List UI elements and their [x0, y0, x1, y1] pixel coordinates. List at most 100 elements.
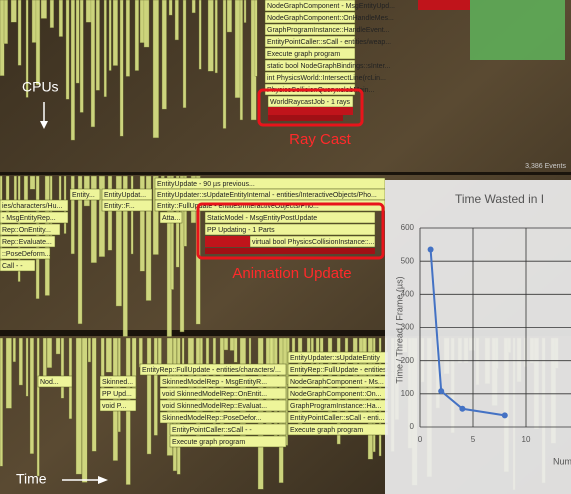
inset-chart: Time Wasted in I01002003004005006000510T…: [385, 180, 571, 494]
flame-column: [13, 338, 16, 362]
flame-column: [224, 338, 228, 350]
flame-block: [418, 0, 470, 10]
frame-label: PP Upd...: [102, 391, 132, 398]
flame-column: [183, 0, 186, 108]
x-axis-label: Num: [553, 456, 571, 466]
flame-column: [56, 338, 60, 354]
callout-label: Animation Update: [232, 265, 351, 282]
screenshot: NodeGraphComponent - MsgEntityUpd...Node…: [0, 0, 571, 494]
frame-label: Atta...: [162, 215, 180, 222]
frame-label: EntityUpdat...: [104, 192, 146, 199]
flame-column: [80, 0, 83, 112]
frame-label: EntityRep::FullUpdate - entities/charact…: [142, 367, 281, 374]
flame-column: [59, 0, 63, 37]
flame-column: [66, 0, 69, 99]
flame-column: [234, 338, 237, 362]
flame-column: [162, 0, 167, 109]
flame-column: [36, 0, 40, 85]
flame-column: [82, 338, 87, 482]
flame-column: [227, 0, 232, 32]
flame-column: [76, 338, 82, 474]
flame-column: [71, 176, 75, 254]
flame-column: [0, 0, 4, 76]
frame-label: void SkinnedModelRep::Evaluat...: [162, 403, 267, 410]
flame-column: [0, 338, 3, 466]
frame-label: NodeGraphComponent::OnHandleMes...: [267, 15, 394, 22]
frame-label: NodeGraphComponent::On...: [290, 391, 381, 398]
flame-column: [11, 0, 17, 22]
frame-label: WorldRaycastJob - 1 rays: [270, 99, 351, 106]
x-tick-label: 5: [471, 435, 476, 444]
callout-label: Ray Cast: [289, 131, 352, 148]
flame-column: [175, 0, 179, 40]
flame-column: [30, 176, 35, 189]
flame-column: [135, 0, 139, 71]
flame-block: [205, 236, 250, 247]
flame-column: [71, 0, 75, 140]
flame-column: [88, 338, 91, 362]
flame-column: [4, 0, 8, 44]
flame-block: [268, 115, 343, 121]
flame-column: [113, 338, 118, 461]
flame-column: [30, 338, 34, 454]
frame-label: StaticModel - MsgEntityPostUpdate: [207, 215, 317, 222]
frame-label: GraphProgramInstance::HandleEvent...: [267, 27, 390, 34]
flame-column: [43, 338, 47, 381]
frame-label: ies/characters/Hu...: [2, 203, 62, 210]
flame-column: [147, 338, 151, 454]
flame-column: [215, 0, 218, 73]
panel-divider: [0, 172, 571, 175]
flame-column: [50, 0, 54, 28]
frame-label: void P...: [102, 403, 126, 410]
flame-column: [109, 0, 111, 71]
frame-label: Rep::OnEntity...: [2, 227, 51, 234]
flame-column: [154, 338, 158, 435]
frame-label: EntityPointCaller::sCall - enti...: [290, 415, 385, 422]
flame-column: [169, 0, 172, 15]
frame-label: EntityUpdater::sUpdateEntity: [290, 355, 380, 362]
frame-label: Execute graph program: [267, 51, 340, 58]
data-point: [459, 406, 465, 412]
flame-column: [192, 0, 195, 13]
flame-block: [268, 107, 353, 115]
flame-column: [108, 176, 112, 250]
frame-label: ::PoseDeform...: [2, 251, 51, 258]
frame-label: Nod...: [40, 379, 59, 386]
flame-column: [19, 338, 23, 385]
y-tick-label: 100: [401, 389, 415, 398]
flame-column: [91, 0, 95, 127]
frame-label: EntityUpdater::sUpdateEntityInternal - e…: [157, 192, 377, 199]
frame-label: virtual bool PhysicsCollisionInstance::.…: [252, 239, 375, 246]
frame-label: NodeGraphComponent - Ms...: [290, 379, 384, 386]
x-tick-label: 10: [522, 435, 531, 444]
y-axis-label: Time / Thread / Frame (µs): [394, 276, 404, 383]
frame-label: Entity...: [72, 192, 95, 199]
data-point: [428, 247, 434, 253]
flame-column: [6, 338, 12, 408]
flame-block: [470, 0, 565, 60]
flame-column: [199, 0, 201, 69]
frame-label: - MsgEntityRep...: [2, 215, 56, 222]
flame-column: [18, 0, 21, 65]
y-tick-label: 0: [410, 422, 415, 431]
frame-label: EntityPointCaller::sCall - entities/weap…: [267, 39, 391, 46]
flame-column: [240, 0, 243, 120]
flame-column: [76, 0, 79, 83]
flame-column: [244, 0, 246, 23]
flame-column: [59, 176, 61, 200]
flame-column: [131, 176, 133, 254]
flame-column: [255, 0, 257, 76]
flame-column: [126, 0, 130, 76]
flame-column: [26, 338, 28, 396]
flame-column: [153, 0, 159, 138]
data-point: [438, 388, 444, 394]
frame-label: SkinnedModelRep - MsgEntityR...: [162, 379, 267, 386]
time-label: Time: [16, 471, 47, 487]
chart-title: Time Wasted in I: [455, 192, 544, 206]
frame-label: void SkinnedModelRep::OnEntit...: [162, 391, 267, 398]
data-point: [502, 412, 508, 418]
x-tick-label: 0: [418, 435, 423, 444]
frame-label: Skinned...: [102, 379, 133, 386]
frame-label: EntityUpdate - 90 µs previous...: [157, 181, 255, 188]
cpus-label: CPUs: [22, 79, 59, 95]
